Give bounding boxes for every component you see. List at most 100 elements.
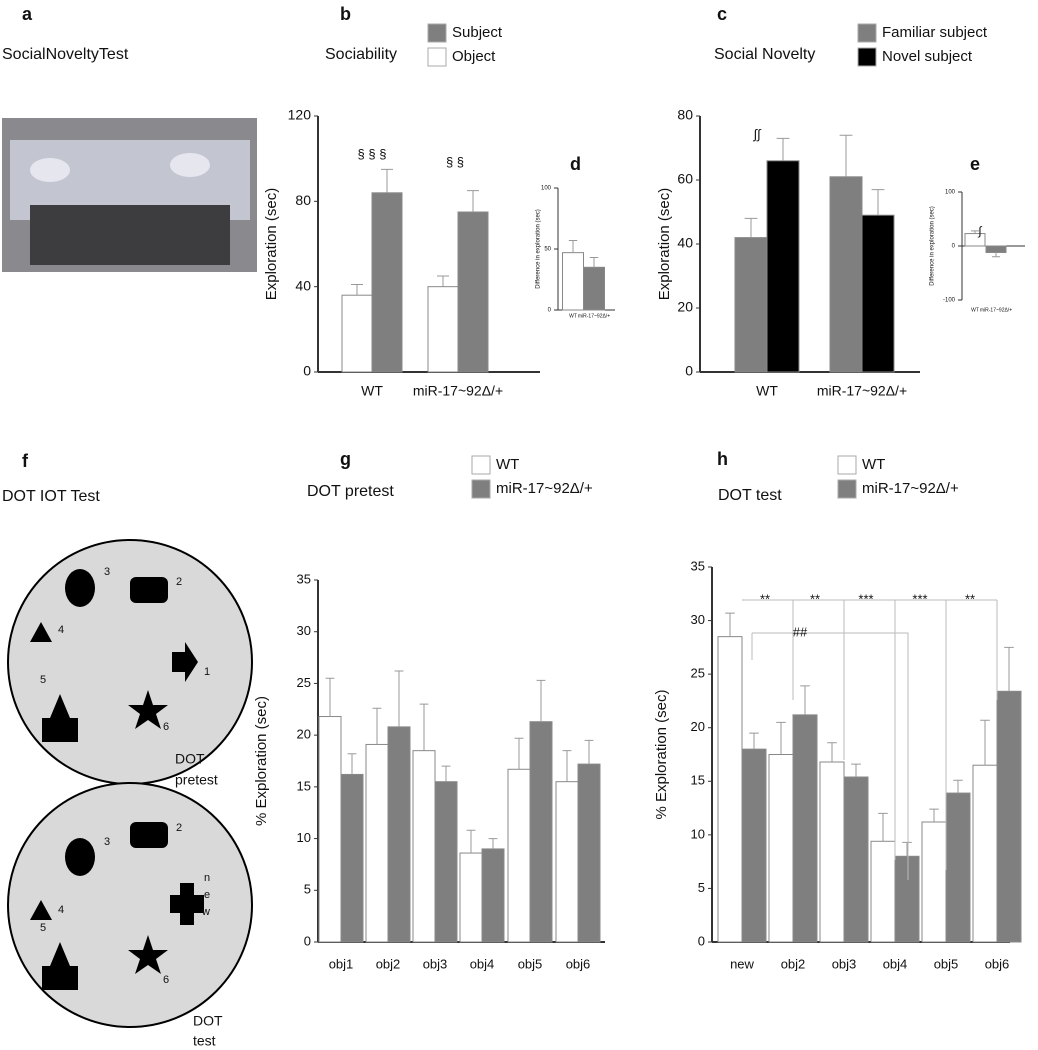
bar <box>457 211 489 373</box>
annotation: § § § <box>358 146 387 161</box>
bar <box>583 266 605 311</box>
y-tick-label: 40 <box>295 277 311 293</box>
y-tick-label: 35 <box>691 558 705 573</box>
panel-label: b <box>340 4 351 24</box>
error-bar <box>325 677 335 717</box>
y-tick-label: 15 <box>691 773 705 788</box>
error-bar <box>1004 646 1014 692</box>
arena-caption: pretest <box>175 772 218 788</box>
bar <box>945 792 971 943</box>
y-axis-label: Difference in exploration (sec) <box>536 209 542 289</box>
apparatus-photo <box>2 118 257 272</box>
x-tick-label: miR-17~92Δ/+ <box>578 313 610 319</box>
y-tick-label: 0 <box>685 363 693 379</box>
bar <box>341 294 373 373</box>
bar <box>768 754 794 943</box>
bar <box>481 848 505 943</box>
object-label: 3 <box>104 566 110 578</box>
error-bar <box>441 765 451 782</box>
bar <box>529 721 553 943</box>
bar <box>507 768 531 943</box>
error-bar <box>568 239 578 253</box>
error-bar <box>584 739 594 765</box>
bar <box>412 750 436 943</box>
x-tick-label: obj6 <box>566 956 591 971</box>
y-tick-label: 0 <box>952 244 956 250</box>
y-tick-label: 10 <box>297 830 311 845</box>
error-bar <box>776 137 790 161</box>
panel-label: d <box>570 154 581 174</box>
x-tick-label: obj5 <box>934 956 959 971</box>
bar <box>894 855 920 943</box>
y-tick-label: 20 <box>297 727 311 742</box>
y-tick-label: 80 <box>295 192 311 208</box>
error-bar <box>536 679 546 722</box>
y-axis-label: Exploration (sec) <box>263 188 280 301</box>
y-tick-label: 60 <box>677 171 693 187</box>
bar <box>829 176 863 373</box>
x-tick-label: WT <box>971 307 979 313</box>
x-tick-label: WT <box>756 383 778 399</box>
legend-label: WT <box>862 456 885 473</box>
y-tick-label: 10 <box>691 826 705 841</box>
error-bar <box>953 779 963 794</box>
x-tick-label: WT <box>361 383 383 399</box>
annotation: ## <box>793 624 808 639</box>
arena-caption: DOT <box>175 751 205 767</box>
panel-title: Sociability <box>325 46 397 63</box>
y-axis-label: Difference in exploration (sec) <box>930 206 936 286</box>
error-bar <box>347 753 357 775</box>
bar <box>427 286 459 373</box>
bar <box>792 714 818 943</box>
legend-label: WT <box>496 456 519 473</box>
bar <box>717 636 743 943</box>
x-tick-label: obj2 <box>376 956 401 971</box>
object-label: e <box>204 889 210 901</box>
error-bar <box>851 763 861 777</box>
object-label: 4 <box>58 624 64 636</box>
panel-label: e <box>970 154 980 174</box>
error-bar <box>971 230 979 234</box>
y-tick-label: -100 <box>943 298 956 304</box>
error-bar <box>839 134 853 177</box>
x-tick-label: obj6 <box>985 956 1010 971</box>
x-tick-label: obj3 <box>832 956 857 971</box>
error-bar <box>980 719 990 766</box>
arena-caption: DOT <box>193 1013 223 1029</box>
x-tick-label: new <box>730 956 754 971</box>
annotation: *** <box>858 591 873 606</box>
object-label: 2 <box>176 576 182 588</box>
error-bar <box>800 685 810 715</box>
panel-label: f <box>22 451 29 471</box>
panel-title: SocialNoveltyTest <box>2 46 129 63</box>
bar <box>340 773 364 943</box>
bar <box>734 237 768 373</box>
y-tick-label: 100 <box>945 190 956 196</box>
y-tick-label: 25 <box>297 675 311 690</box>
y-tick-label: 0 <box>698 933 705 948</box>
annotation: ∫ <box>977 224 982 238</box>
panel-label: h <box>717 449 728 469</box>
arena-pretest: 3 2 4 1 5 6 DOT pretest <box>7 539 253 788</box>
y-tick-label: 0 <box>303 363 311 379</box>
error-bar <box>394 670 404 727</box>
y-tick-label: 40 <box>677 235 693 251</box>
y-tick-label: 50 <box>544 247 551 253</box>
error-bar <box>419 703 429 751</box>
x-tick-label: obj4 <box>470 956 495 971</box>
error-bar <box>466 829 476 854</box>
error-bar <box>562 750 572 782</box>
object-label: 1 <box>204 666 210 678</box>
x-tick-label: WT <box>569 313 577 319</box>
bar <box>972 764 998 943</box>
legend-label: Object <box>452 48 496 65</box>
panel-label: a <box>22 4 33 24</box>
object-label: 6 <box>163 974 169 986</box>
bar <box>555 781 579 943</box>
y-tick-label: 0 <box>548 308 552 314</box>
bar <box>577 763 601 943</box>
bar <box>387 726 411 943</box>
error-bar <box>878 812 888 842</box>
legend-label: miR-17~92Δ/+ <box>496 480 593 497</box>
x-tick-label: obj5 <box>518 956 543 971</box>
